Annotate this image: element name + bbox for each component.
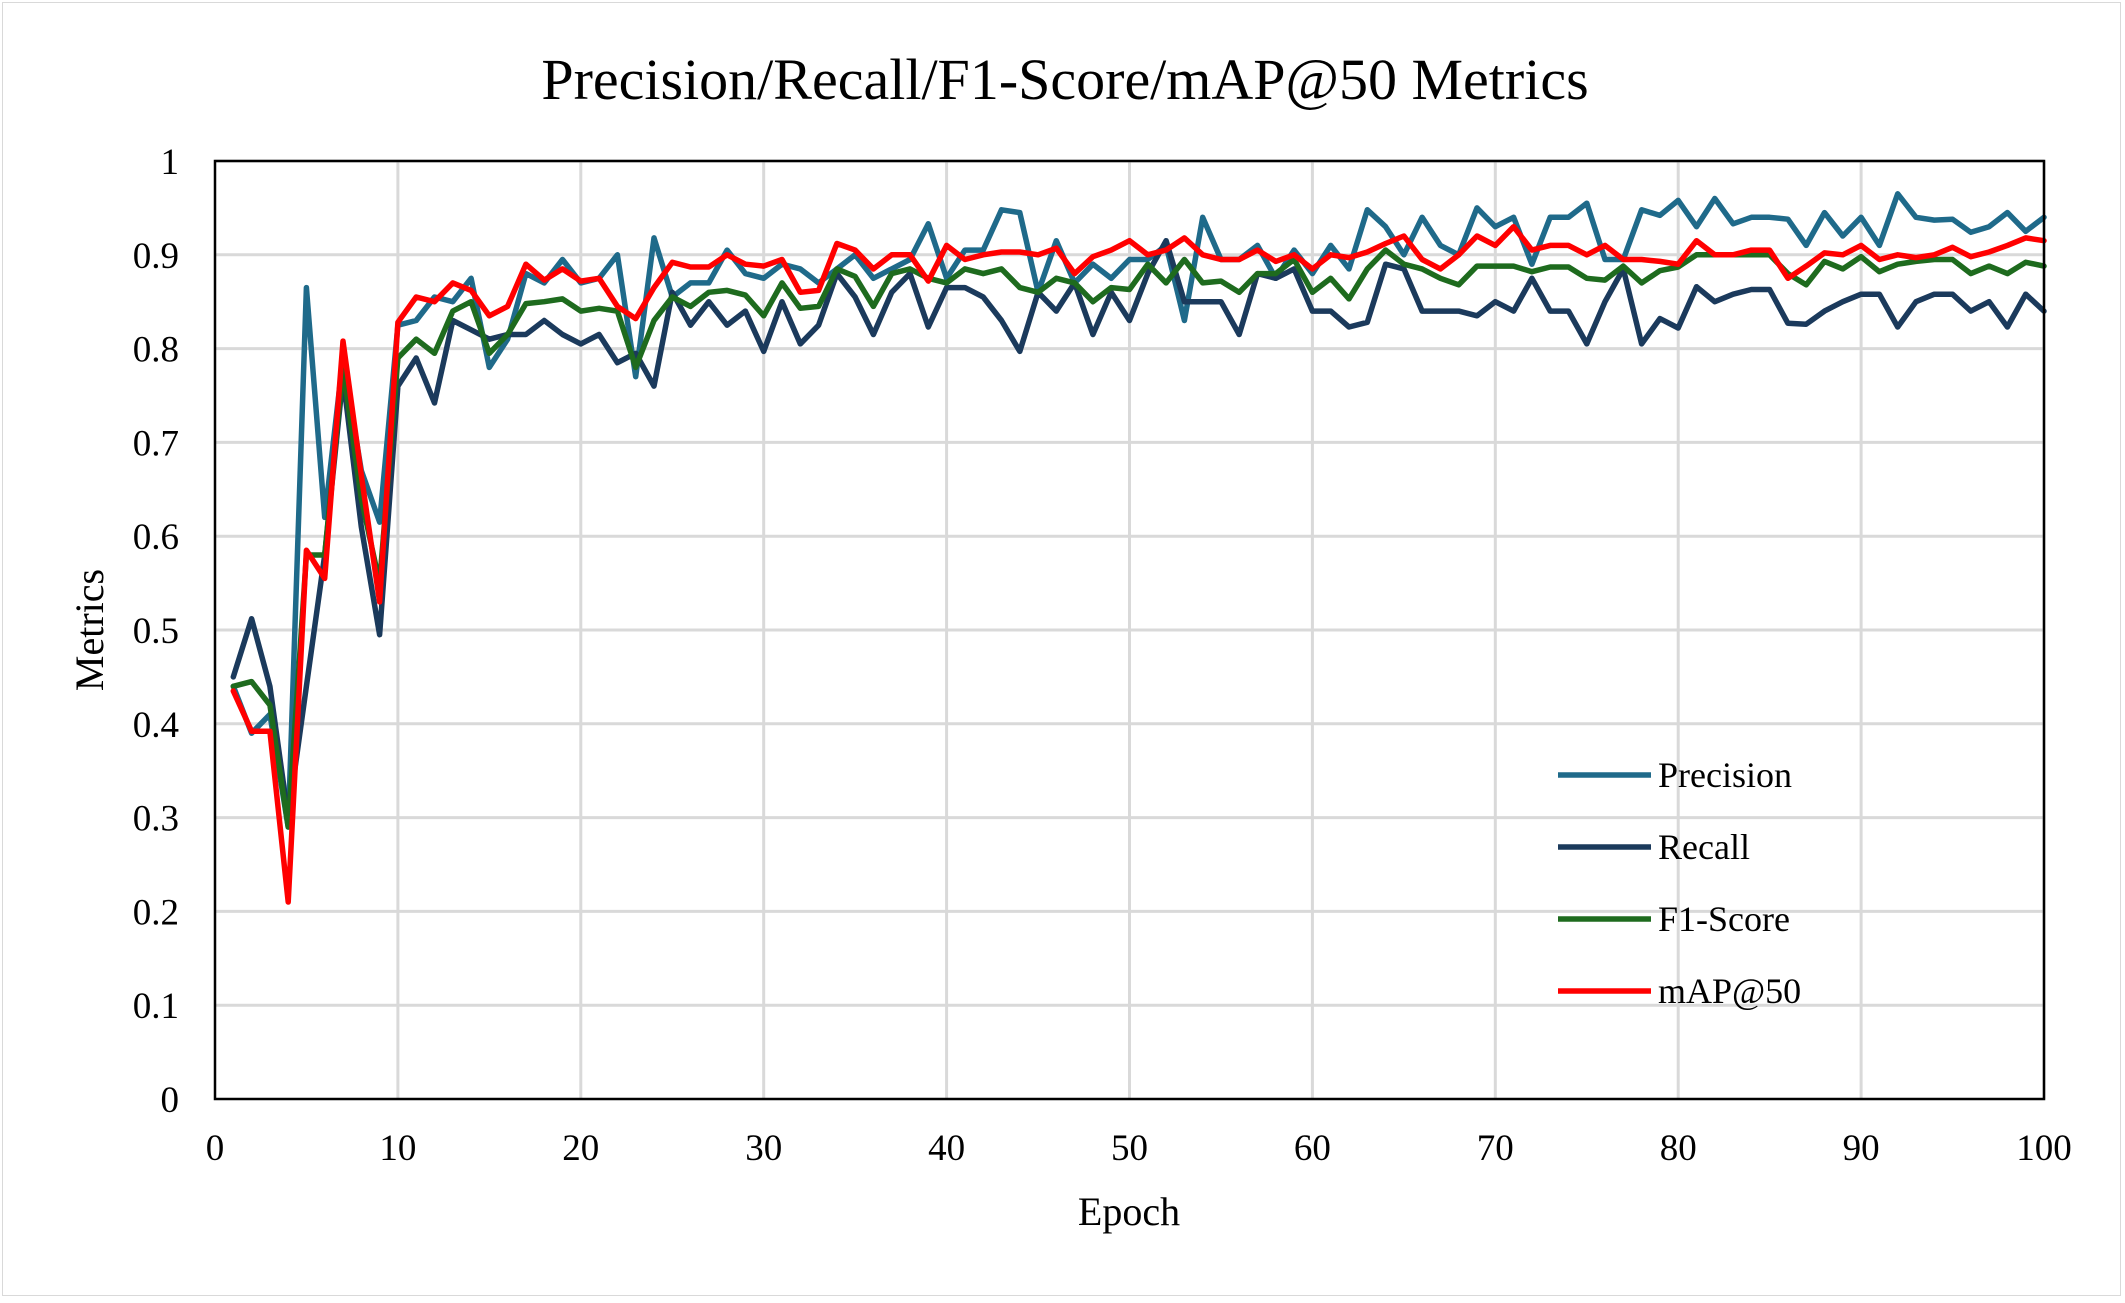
x-tick-label: 50 bbox=[1111, 1128, 1148, 1169]
series-lines bbox=[230, 191, 2047, 905]
y-tick-label: 1 bbox=[161, 142, 180, 183]
series-line-map-50 bbox=[230, 223, 2047, 905]
x-tick-labels: 0 10 20 30 40 50 60 70 80 90 100 bbox=[206, 1128, 2072, 1169]
y-tick-label: 0.6 bbox=[133, 517, 179, 558]
y-tick-label: 0.2 bbox=[133, 892, 179, 933]
y-tick-label: 0.9 bbox=[133, 236, 179, 277]
y-tick-label: 0.4 bbox=[133, 705, 179, 746]
y-tick-label: 0.8 bbox=[133, 330, 179, 371]
x-tick-label: 10 bbox=[379, 1128, 416, 1169]
legend-label: Recall bbox=[1658, 827, 1750, 867]
y-axis-label: Metrics bbox=[67, 569, 112, 691]
y-tick-label: 0.1 bbox=[133, 986, 179, 1027]
y-tick-label: 0.7 bbox=[133, 423, 179, 464]
plot-area-border bbox=[213, 159, 2046, 1101]
x-tick-label: 20 bbox=[562, 1128, 599, 1169]
line-chart: Precision/Recall/F1-Score/mAP@50 Metrics… bbox=[67, 47, 2072, 1234]
y-tick-label: 0.5 bbox=[133, 611, 179, 652]
grid-lines bbox=[215, 159, 2046, 1099]
x-tick-label: 40 bbox=[928, 1128, 965, 1169]
x-tick-label: 90 bbox=[1843, 1128, 1880, 1169]
x-axis-label: Epoch bbox=[1078, 1189, 1180, 1234]
x-tick-label: 70 bbox=[1477, 1128, 1514, 1169]
x-tick-label: 30 bbox=[745, 1128, 782, 1169]
x-tick-label: 100 bbox=[2016, 1128, 2072, 1169]
x-tick-label: 60 bbox=[1294, 1128, 1331, 1169]
x-tick-label: 0 bbox=[206, 1128, 225, 1169]
axes bbox=[213, 159, 2046, 1101]
chart-title: Precision/Recall/F1-Score/mAP@50 Metrics bbox=[541, 47, 1588, 112]
x-tick-label: 80 bbox=[1660, 1128, 1697, 1169]
y-tick-label: 0.3 bbox=[133, 799, 179, 840]
legend-label: mAP@50 bbox=[1658, 971, 1801, 1011]
series-line-recall bbox=[230, 237, 2047, 821]
y-tick-label: 0 bbox=[161, 1080, 180, 1121]
series-line-f1-score bbox=[230, 247, 2047, 830]
legend-label: Precision bbox=[1658, 755, 1792, 795]
y-tick-labels: 0 0.1 0.2 0.3 0.4 0.5 0.6 0.7 0.8 0.9 1 bbox=[133, 142, 179, 1121]
series-line-precision bbox=[230, 191, 2047, 830]
legend-label: F1-Score bbox=[1658, 899, 1790, 939]
legend: Precision Recall F1-Score mAP@50 bbox=[1558, 755, 1801, 1011]
